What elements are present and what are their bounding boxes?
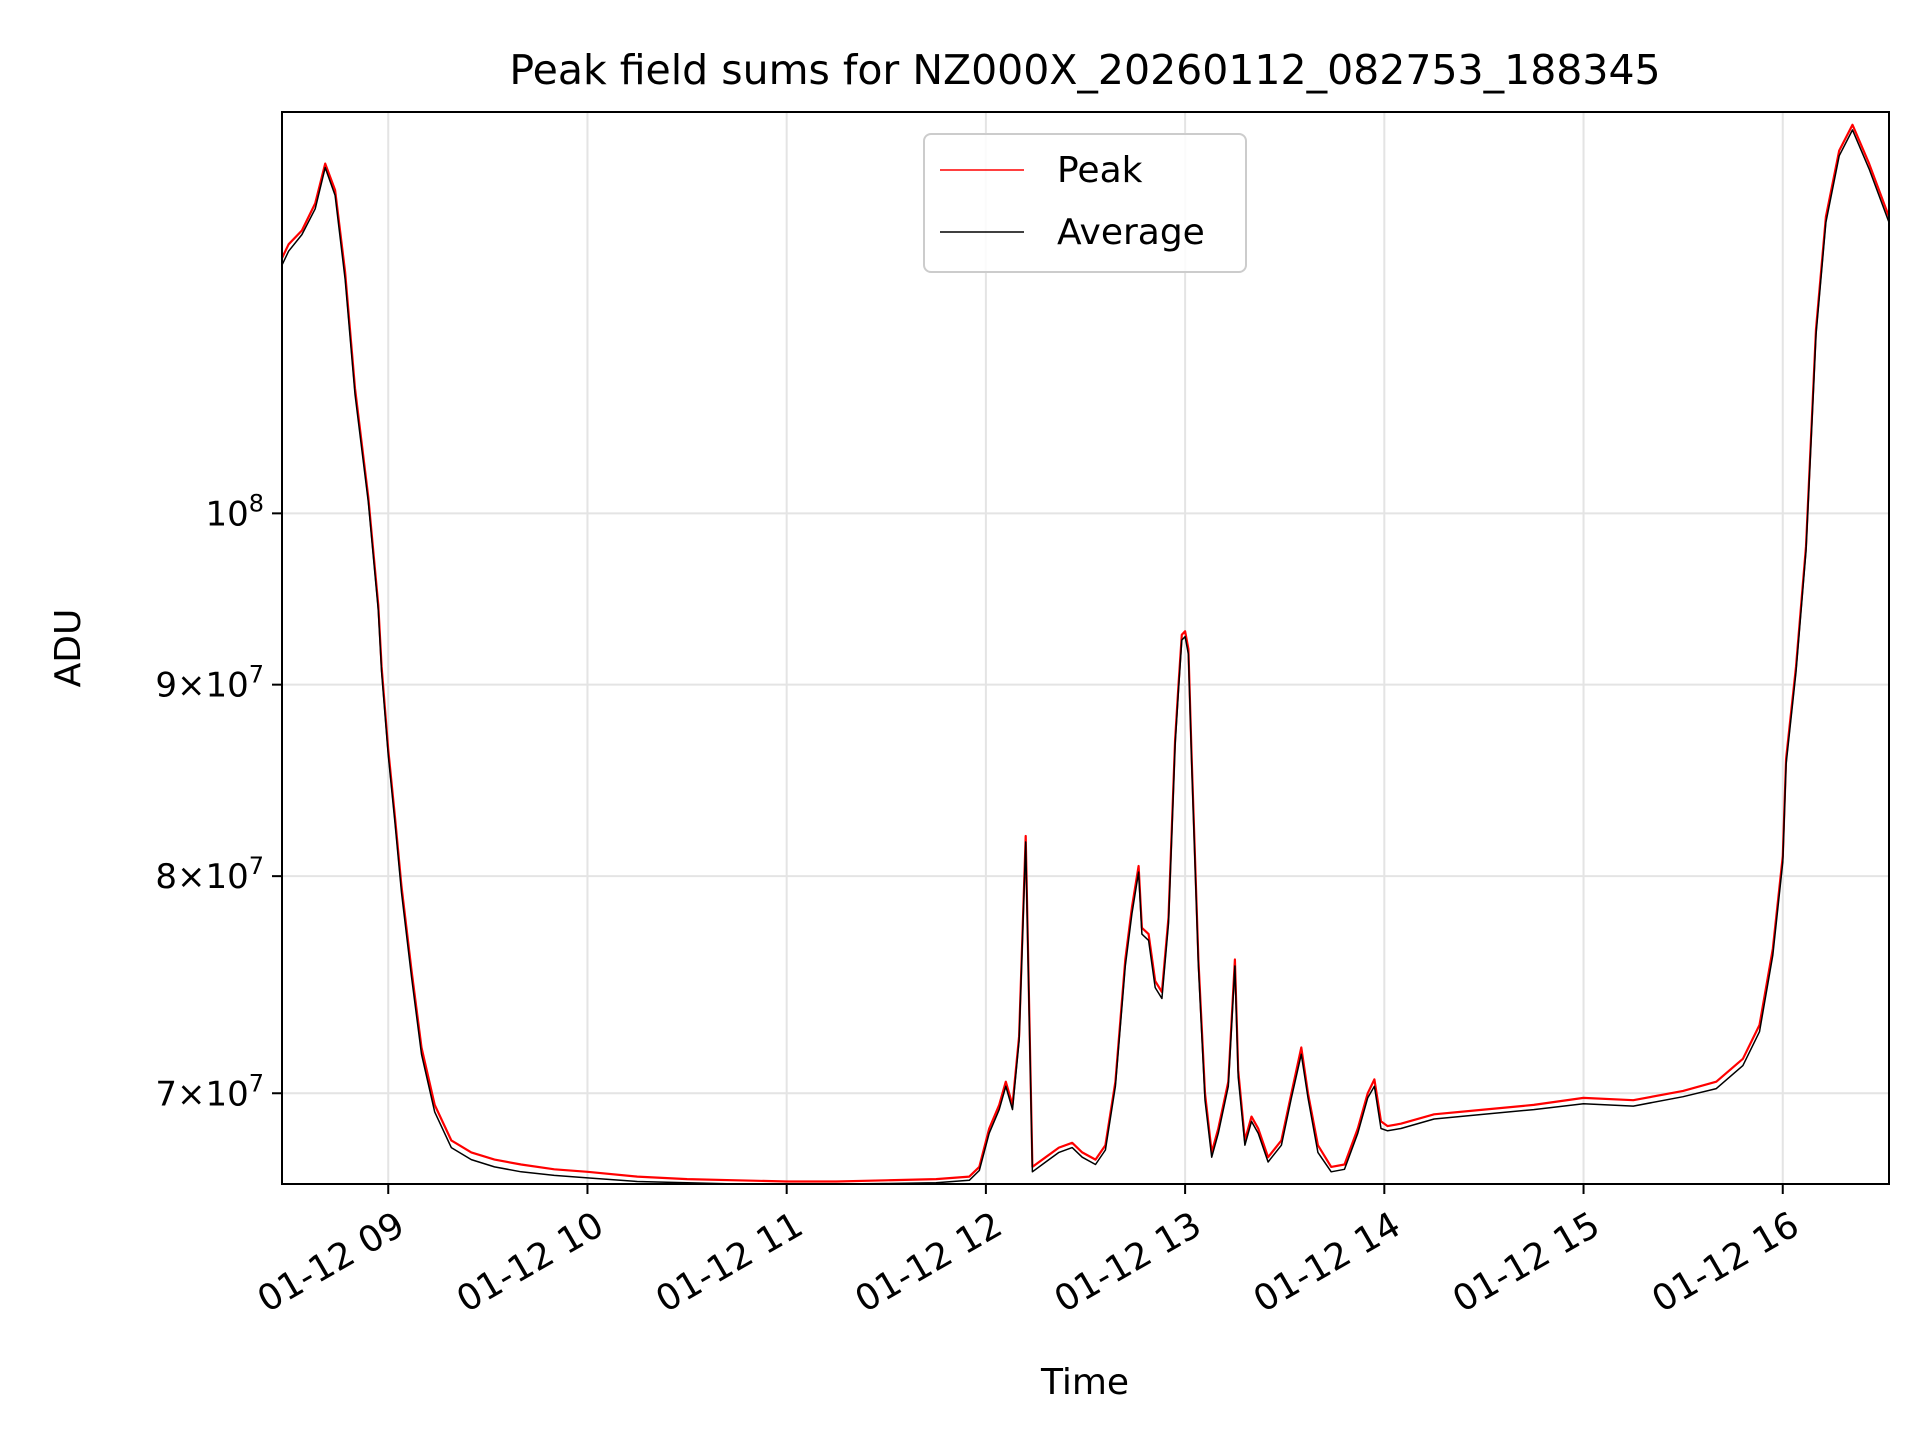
- chart-title: Peak field sums for NZ000X_20260112_0827…: [509, 46, 1660, 94]
- x-axis: 01-12 09 01-12 10 01-12 11 01-12 12 01-12 13…: [251, 1184, 1806, 1321]
- y-tick-label: 108: [205, 489, 264, 534]
- y-axis: 108 9×107 8×107 7×107: [155, 489, 282, 1114]
- series-line-average: [281, 129, 1890, 1185]
- x-tick-label: 01-12 13: [1048, 1204, 1209, 1320]
- x-tick-label: 01-12 15: [1446, 1204, 1607, 1320]
- y-axis-label: ADU: [48, 609, 89, 688]
- x-axis-label: Time: [1040, 1362, 1129, 1403]
- y-tick-label: 7×107: [155, 1069, 264, 1114]
- legend-frame: [923, 133, 1247, 273]
- grid: [282, 112, 1889, 1184]
- x-tick-label: 01-12 12: [849, 1204, 1010, 1320]
- x-tick-label: 01-12 09: [251, 1204, 412, 1320]
- y-tick-label: 8×107: [155, 852, 264, 897]
- legend-label-peak: Peak: [1057, 150, 1143, 191]
- series-line-peak: [281, 123, 1891, 1183]
- x-tick-label: 01-12 10: [450, 1204, 611, 1320]
- x-tick-label: 01-12 16: [1645, 1204, 1806, 1320]
- series-layer: [281, 123, 1891, 1185]
- legend: Peak Average: [923, 133, 1247, 273]
- x-tick-label: 01-12 11: [649, 1204, 810, 1320]
- plot-area-frame: [281, 111, 1890, 1185]
- x-tick-label: 01-12 14: [1247, 1204, 1408, 1320]
- y-tick-label: 9×107: [155, 661, 264, 706]
- legend-label-average: Average: [1057, 212, 1205, 253]
